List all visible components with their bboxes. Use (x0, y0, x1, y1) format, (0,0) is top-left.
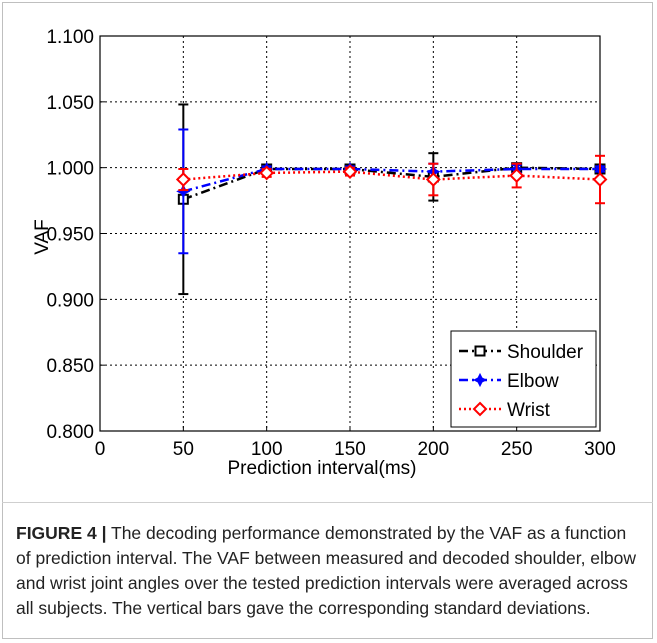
x-tick-label: 50 (173, 439, 194, 460)
caption-label: FIGURE 4 | (16, 523, 107, 543)
data-point (425, 172, 441, 187)
x-tick-label: 300 (584, 439, 616, 460)
vaf-line-chart: 0 50 100 150 200 250 300 0.800 0.850 0.900 0.950 1.… (32, 27, 616, 479)
y-tick-label: 0.850 (46, 356, 94, 377)
legend-marker (472, 401, 488, 417)
legend-label: Shoulder (507, 342, 584, 363)
x-tick-label: 100 (251, 439, 283, 460)
legend-label: Wrist (507, 400, 551, 421)
x-tick-label: 150 (334, 439, 366, 460)
data-point (509, 168, 525, 183)
y-tick-label: 0.900 (46, 290, 94, 311)
series-line (182, 166, 601, 201)
y-tick-label: 0.800 (46, 422, 94, 443)
y-tick-label: 1.000 (46, 159, 94, 180)
legend-marker (472, 372, 488, 388)
figure-caption: FIGURE 4 | The decoding performance demo… (16, 521, 641, 621)
x-axis-label: Prediction interval(ms) (228, 458, 417, 479)
caption-separator (2, 502, 653, 503)
data-point (175, 172, 191, 187)
y-axis-label: VAF (32, 219, 53, 255)
y-tick-label: 1.050 (46, 93, 94, 114)
legend-label: Elbow (507, 371, 559, 392)
caption-text: The decoding performance demonstrated by… (16, 523, 637, 618)
x-tick-label: 0 (95, 439, 106, 460)
y-tick-label: 1.100 (46, 27, 94, 48)
data-point (592, 172, 608, 187)
data-point (342, 164, 358, 180)
series-wrist (175, 154, 608, 205)
legend-marker (474, 345, 486, 357)
data-point (259, 165, 275, 181)
x-tick-label: 200 (417, 439, 449, 460)
series-line (183, 167, 600, 193)
y-tick-label: 0.950 (46, 225, 94, 246)
x-tick-label: 250 (501, 439, 533, 460)
